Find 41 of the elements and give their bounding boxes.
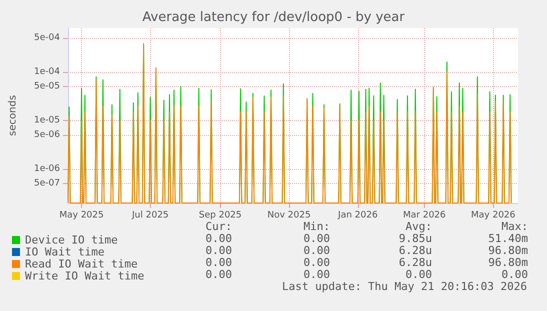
text: 0.00 (206, 268, 232, 281)
y-tick-label: 5e-06 (34, 130, 60, 140)
text: 0.00 (304, 232, 330, 245)
text: 0.00 (206, 232, 232, 245)
x-tick-label: May 2026 (471, 210, 516, 220)
y-tick-label: 5e-04 (34, 32, 60, 43)
text: Avg: (406, 220, 432, 233)
text: 0.00 (304, 268, 330, 281)
x-tick-label: May 2025 (59, 210, 104, 220)
text: Min: (304, 220, 330, 233)
text: 0.00 (502, 268, 528, 281)
text: 6.28u (398, 256, 432, 269)
text: Max: (502, 220, 528, 233)
text: 0.00 (206, 256, 232, 269)
y-tick-label: 1e-05 (34, 115, 60, 126)
legend-label: Read IO Wait time (25, 258, 138, 270)
text: 0.00 (206, 244, 232, 257)
x-tick-label: Nov 2025 (267, 210, 311, 220)
text: 96.80m (488, 244, 528, 257)
legend-label: Write IO Wait time (25, 270, 144, 282)
x-tick-label: Mar 2026 (403, 210, 446, 220)
text: 96.80m (488, 256, 528, 269)
chart-title: Average latency for /dev/loop0 - by year (142, 10, 406, 25)
y-tick-label: 5e-07 (34, 178, 60, 189)
text: Cur: (206, 220, 232, 233)
text: 0.00 (406, 268, 432, 281)
text: 0.00 (304, 256, 330, 269)
text: 51.40m (488, 232, 528, 245)
x-tick-label: Jan 2026 (337, 210, 378, 220)
y-tick-label: 1e-06 (34, 164, 60, 174)
x-tick-label: Jul 2025 (131, 210, 169, 220)
text: 6.28u (398, 244, 432, 257)
text: 0.00 (304, 244, 330, 257)
y-axis-title: seconds (8, 95, 18, 136)
text: 9.85u (398, 232, 432, 245)
legend-label: Device IO time (25, 234, 118, 246)
x-tick-label: Sep 2025 (198, 210, 242, 220)
legend-label: IO Wait time (25, 246, 104, 258)
y-tick-label: 5e-05 (34, 82, 60, 92)
text: Last update: Thu May 21 20:16:03 2026 (282, 280, 528, 293)
y-tick-label: 1e-04 (34, 66, 60, 77)
